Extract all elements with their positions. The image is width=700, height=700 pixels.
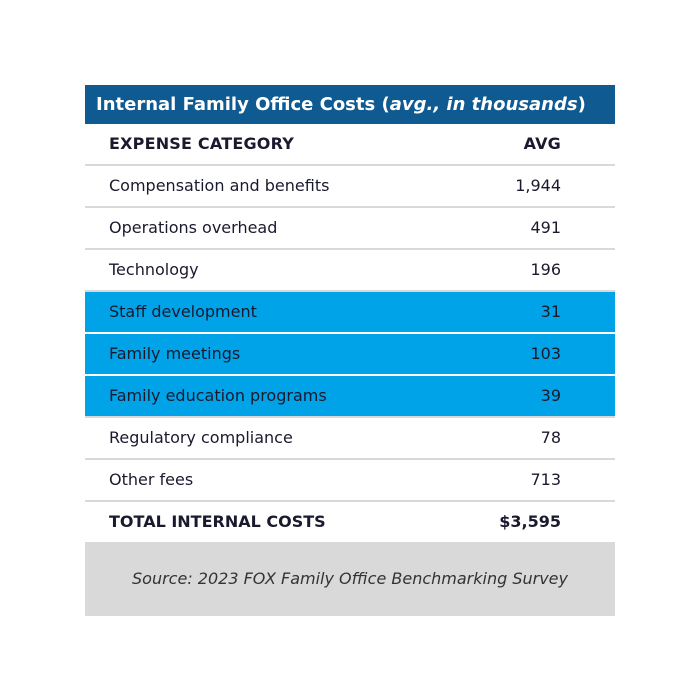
source-note: Source: 2023 FOX Family Office Benchmark… bbox=[85, 542, 615, 616]
row-divider bbox=[85, 500, 615, 502]
table-row: Other fees 713 bbox=[85, 460, 615, 500]
total-row: TOTAL INTERNAL COSTS $3,595 bbox=[85, 502, 615, 542]
table-title-suffix: ) bbox=[577, 94, 586, 115]
row-category: Operations overhead bbox=[109, 218, 278, 237]
row-divider bbox=[85, 164, 615, 166]
row-value: 78 bbox=[540, 428, 561, 447]
row-value: 39 bbox=[540, 386, 561, 405]
row-divider bbox=[85, 374, 615, 376]
table-row: Regulatory compliance 78 bbox=[85, 418, 615, 458]
table-row: Compensation and benefits 1,944 bbox=[85, 166, 615, 206]
table-row: Staff development 31 bbox=[85, 292, 615, 332]
table-title-italic: avg., in thousands bbox=[389, 94, 578, 115]
table-title: Internal Family Office Costs (avg., in t… bbox=[85, 85, 615, 124]
row-divider bbox=[85, 248, 615, 250]
column-header-avg: AVG bbox=[523, 134, 561, 153]
table-header-row: EXPENSE CATEGORY AVG bbox=[85, 124, 615, 164]
row-category: Other fees bbox=[109, 470, 194, 489]
table-row: Technology 196 bbox=[85, 250, 615, 290]
table-row: Family education programs 39 bbox=[85, 376, 615, 416]
row-category: Family education programs bbox=[109, 386, 327, 405]
table-body: Compensation and benefits 1,944 Operations… bbox=[85, 164, 615, 500]
table-title-prefix: Internal Family Office Costs ( bbox=[96, 94, 390, 115]
row-value: 31 bbox=[540, 302, 561, 321]
row-value: 1,944 bbox=[515, 176, 561, 195]
row-divider bbox=[85, 458, 615, 460]
row-category: Staff development bbox=[109, 302, 257, 321]
row-value: 103 bbox=[530, 344, 561, 363]
row-divider bbox=[85, 290, 615, 292]
row-category: Family meetings bbox=[109, 344, 241, 363]
row-value: 713 bbox=[530, 470, 561, 489]
total-label: TOTAL INTERNAL COSTS bbox=[109, 512, 326, 531]
row-value: 196 bbox=[530, 260, 561, 279]
total-value: $3,595 bbox=[499, 512, 561, 531]
column-header-category: EXPENSE CATEGORY bbox=[109, 134, 295, 153]
row-divider bbox=[85, 416, 615, 418]
table-row: Operations overhead 491 bbox=[85, 208, 615, 248]
row-category: Regulatory compliance bbox=[109, 428, 293, 447]
row-category: Compensation and benefits bbox=[109, 176, 330, 195]
cost-table: Internal Family Office Costs (avg., in t… bbox=[85, 85, 615, 616]
row-category: Technology bbox=[109, 260, 199, 279]
row-divider bbox=[85, 332, 615, 334]
row-divider bbox=[85, 206, 615, 208]
row-value: 491 bbox=[530, 218, 561, 237]
table-row: Family meetings 103 bbox=[85, 334, 615, 374]
